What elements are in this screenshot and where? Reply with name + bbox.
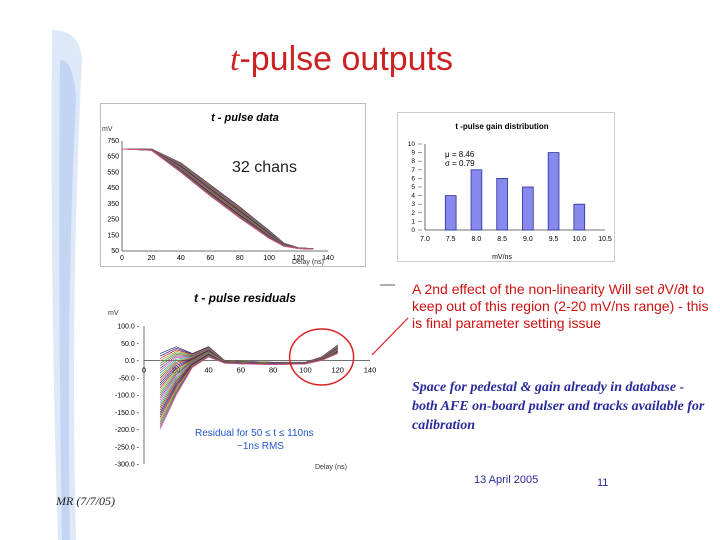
gain-xlabel: mV/ns <box>492 254 512 261</box>
residuals-xtick: 100 <box>299 366 312 375</box>
left-swoosh-decoration <box>0 0 90 540</box>
gain-xtick: 7.0 <box>420 236 430 243</box>
residuals-ytick: -200.0 - <box>115 427 140 434</box>
pulse-data-title: t - pulse data <box>211 112 279 124</box>
gain-ytick: 10 <box>408 141 416 148</box>
pulse-data-ytick: 150 <box>107 232 119 239</box>
pulse-data-ytick: 750 <box>107 138 119 145</box>
gain-stat-sigma: σ = 0.79 <box>445 159 475 168</box>
slide-title-italic: t <box>230 41 240 78</box>
nonlinearity-note: A 2nd effect of the non-linearity Will s… <box>412 281 709 331</box>
gain-ytick: 6 <box>411 175 415 182</box>
gain-xtick: 7.5 <box>446 236 456 243</box>
residuals-ytick: 100.0 - <box>117 324 139 331</box>
pulse-data-xtick: 20 <box>148 255 156 262</box>
pulse-data-ytick: 450 <box>107 185 119 192</box>
gain-ytick: 7 <box>411 167 415 174</box>
residuals-ylabel: mV <box>108 310 119 317</box>
pulse-data-xtick: 60 <box>206 255 214 262</box>
pulse-data-ytick: 50 <box>111 248 119 255</box>
pulse-data-xtick: 0 <box>120 255 124 262</box>
gain-bar <box>547 152 560 231</box>
pulse-data-ytick: 350 <box>107 201 119 208</box>
residuals-title: t - pulse residuals <box>194 291 296 305</box>
footer-author: MR (7/7/05) <box>56 494 115 508</box>
residuals-channel-line <box>159 353 338 430</box>
gain-xtick: 9.5 <box>549 236 559 243</box>
residuals-xtick: 140 <box>364 366 377 375</box>
residuals-xtick: 40 <box>204 366 212 375</box>
gain-bar <box>470 169 483 231</box>
pulse-data-xtick: 40 <box>177 255 185 262</box>
gain-ytick: 4 <box>411 193 415 200</box>
residuals-annotation-1: Residual for 50 ≤ t ≤ 110ns <box>195 428 314 439</box>
pulse-data-ytick: 650 <box>107 154 119 161</box>
pulse-data-xtick: 140 <box>322 255 334 262</box>
pulse-data-chart: t - pulse data mV 32 chans Delay (ns) 0 2… <box>100 103 366 267</box>
gain-ytick: 9 <box>411 150 415 157</box>
residuals-annotation-2: ~1ns RMS <box>237 441 284 452</box>
residuals-ytick: -250.0 - <box>115 444 140 451</box>
calibration-note: Space for pedestal & gain already in dat… <box>412 380 705 433</box>
residuals-ytick: -150.0 - <box>115 410 140 417</box>
highlight-circle <box>288 328 355 386</box>
pulse-data-ytick: 550 <box>107 169 119 176</box>
residuals-ytick: -100.0 - <box>115 393 140 400</box>
gain-bar <box>444 195 457 231</box>
slide-title: t-pulse outputs <box>230 40 530 79</box>
gain-ytick: 5 <box>411 184 415 191</box>
gain-ytick: 0 <box>411 227 415 234</box>
residuals-ytick: -50.0 - <box>119 375 140 382</box>
gain-title: t -pulse gain distribution <box>455 122 548 131</box>
gain-xtick: 8.5 <box>497 236 507 243</box>
gain-ytick: 3 <box>411 201 415 208</box>
pulse-data-channel-line <box>121 148 314 250</box>
gain-xtick: 10.0 <box>572 236 586 243</box>
pulse-data-ytick: 250 <box>107 217 119 224</box>
gain-ytick: 8 <box>411 158 415 165</box>
gain-bar <box>496 178 508 231</box>
residuals-ytick: 0.0 - <box>125 358 140 365</box>
gain-distribution-chart: t -pulse gain distribution μ = 8.46 σ = … <box>397 112 615 262</box>
gain-xtick: 10.5 <box>598 236 612 243</box>
gain-ytick: 1 <box>411 218 415 225</box>
residuals-xtick: 80 <box>269 366 277 375</box>
gain-xtick: 8.0 <box>472 236 482 243</box>
gain-xtick: 9.0 <box>523 236 533 243</box>
residuals-xlabel: Delay (ns) <box>315 464 347 471</box>
pulse-data-xtick: 80 <box>236 255 244 262</box>
residuals-ytick: 50.0 - <box>121 341 140 348</box>
page-number: 11 <box>597 477 609 489</box>
slide-title-rest: -pulse outputs <box>239 40 454 78</box>
pulse-data-xtick: 100 <box>263 255 275 262</box>
pulse-data-annotation: 32 chans <box>232 159 297 176</box>
footer-date: 13 April 2005 <box>474 474 539 486</box>
pulse-data-xtick: 120 <box>293 255 305 262</box>
pulse-residuals-chart: t - pulse residuals mV Residual for 50 ≤… <box>100 282 396 472</box>
residuals-xtick: 60 <box>237 366 245 375</box>
gain-ytick: 2 <box>411 210 415 217</box>
pulse-data-xlabel: Delay (ns) <box>292 259 324 266</box>
residuals-xtick: 120 <box>331 366 344 375</box>
gain-bar <box>573 203 586 231</box>
residuals-xtick: 0 <box>142 366 146 375</box>
pulse-data-ylabel: mV <box>102 126 113 133</box>
gain-stat-mu: μ = 8.46 <box>445 150 475 159</box>
gain-bar <box>522 186 534 231</box>
residuals-ytick: -300.0 - <box>115 462 140 469</box>
